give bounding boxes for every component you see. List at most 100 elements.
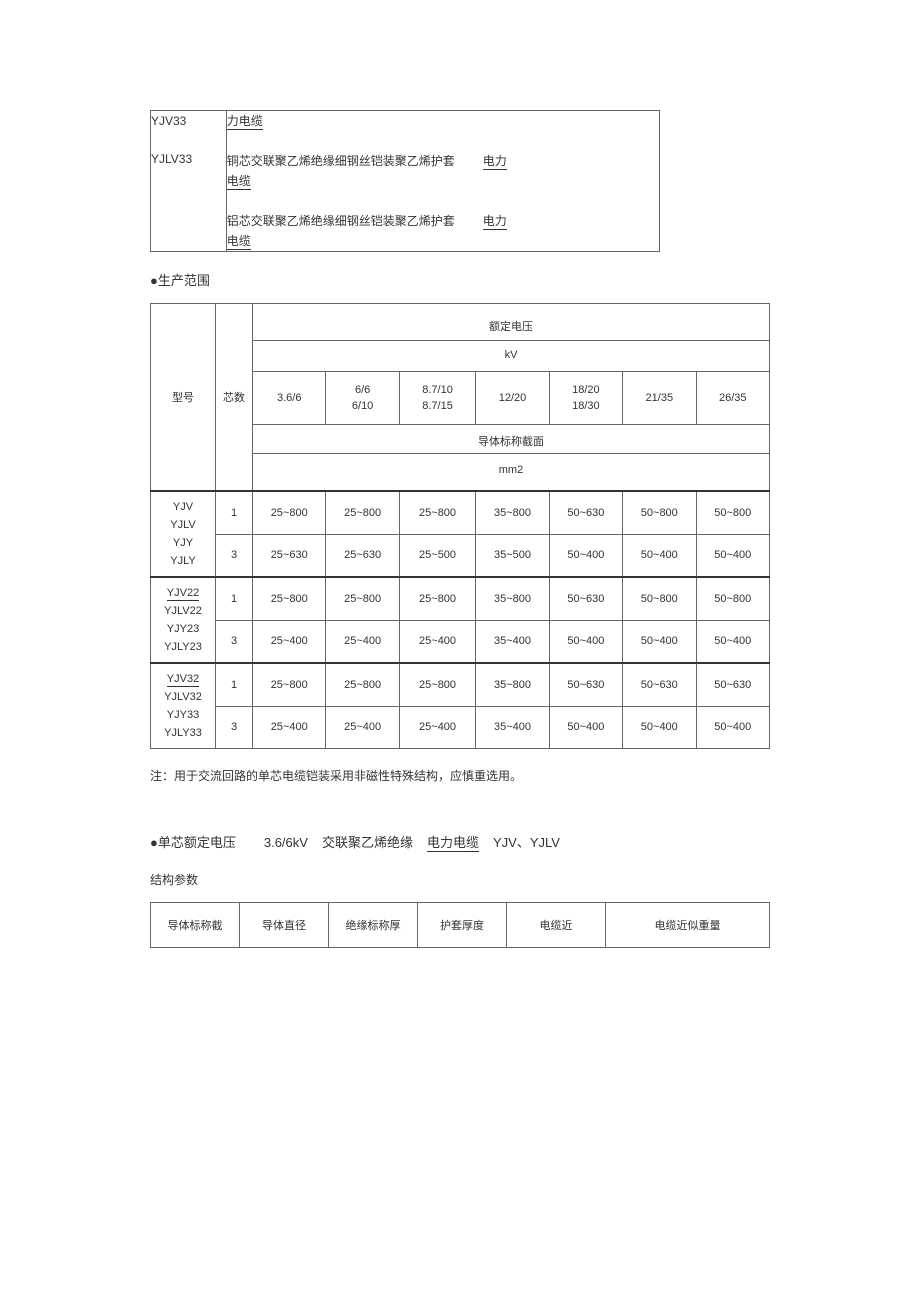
model-cell: YJV33 YJLV33 <box>151 111 227 252</box>
data-cell: 25~630 <box>326 534 399 577</box>
model-code: YJV33 <box>151 111 226 131</box>
desc-prefix: 铜芯交联聚乙烯绝缘细钢丝铠装聚乙烯护套 <box>227 154 455 168</box>
data-cell: 50~400 <box>623 620 696 663</box>
data-cell: 50~400 <box>696 706 770 748</box>
text: 3.6/6kV <box>264 835 308 850</box>
data-cell: 35~500 <box>476 534 549 577</box>
data-cell: 25~400 <box>399 620 475 663</box>
model-code: YJY33 <box>155 706 211 724</box>
link-text[interactable]: YJV32 <box>167 673 199 687</box>
data-cell: 25~400 <box>326 620 399 663</box>
data-cell: 25~800 <box>326 577 399 620</box>
col-header: 18/2018/30 <box>549 372 622 425</box>
data-cell: 50~800 <box>696 577 770 620</box>
link-text[interactable]: 电力 <box>483 154 507 170</box>
col-header: 电缆近似重量 <box>606 903 770 948</box>
data-cell: 35~800 <box>476 663 549 706</box>
col-header: 绝缘标称厚 <box>329 903 418 948</box>
model-code: YJV32 <box>155 670 211 688</box>
data-cell: 35~400 <box>476 706 549 748</box>
col-header: 26/35 <box>696 372 770 425</box>
data-cell: 25~800 <box>326 663 399 706</box>
model-cell: YJV32 YJLV32 YJY33 YJLY33 <box>151 663 216 749</box>
data-cell: 25~630 <box>253 534 326 577</box>
data-cell: 35~800 <box>476 577 549 620</box>
link-text[interactable]: YJV22 <box>167 587 199 601</box>
section-subheader: 结构参数 <box>150 871 770 888</box>
model-code: YJLV22 <box>155 602 211 620</box>
section-header: ●生产范围 <box>150 270 770 289</box>
col-header: 导体标称截 <box>151 903 240 948</box>
table-row: YJV32 YJLV32 YJY33 YJLY33 1 25~800 25~80… <box>151 663 770 706</box>
data-cell: 50~630 <box>549 577 622 620</box>
link-text[interactable]: 电力 <box>483 214 507 230</box>
data-cell: 25~400 <box>399 706 475 748</box>
text: ●单芯额定电压 <box>150 835 236 850</box>
model-code: YJLV32 <box>155 688 211 706</box>
text: 8.7/10 <box>422 384 453 396</box>
desc-line: 力电缆 <box>227 111 659 131</box>
core-cell: 1 <box>216 577 253 620</box>
desc-line: 铜芯交联聚乙烯绝缘细钢丝铠装聚乙烯护套 电力 电缆 <box>227 151 659 191</box>
col-header: 8.7/108.7/15 <box>399 372 475 425</box>
underlined-text: 电缆 <box>227 234 251 250</box>
section-header: ●单芯额定电压 3.6/6kV 交联聚乙烯绝缘电力电缆 YJV、YJLV <box>150 832 770 851</box>
data-cell: 25~800 <box>399 491 475 534</box>
col-header: 护套厚度 <box>418 903 507 948</box>
data-cell: 25~400 <box>253 620 326 663</box>
col-header: 电缆近 <box>507 903 606 948</box>
text: YJV、YJLV <box>493 835 560 850</box>
link-text[interactable]: 电力电缆 <box>427 835 479 852</box>
core-cell: 3 <box>216 706 253 748</box>
data-cell: 50~400 <box>623 706 696 748</box>
table-row: 型号 芯数 额定电压 <box>151 304 770 341</box>
data-cell: 50~630 <box>623 663 696 706</box>
underlined-text: 电缆 <box>227 174 251 190</box>
data-cell: 25~800 <box>253 577 326 620</box>
data-cell: 35~800 <box>476 491 549 534</box>
model-code: YJLY33 <box>155 724 211 742</box>
underlined-text: 力电缆 <box>227 114 263 130</box>
col-header: 12/20 <box>476 372 549 425</box>
model-cell: YJV YJLV YJY YJLY <box>151 491 216 577</box>
core-cell: 1 <box>216 491 253 534</box>
col-header: 3.6/6 <box>253 372 326 425</box>
core-cell: 1 <box>216 663 253 706</box>
desc-cell: 力电缆 铜芯交联聚乙烯绝缘细钢丝铠装聚乙烯护套电力 电缆 铝芯交联聚乙烯绝缘细钢… <box>226 111 659 252</box>
production-range-table: 型号 芯数 额定电压 kV 3.6/6 6/66/10 8.7/108.7/15… <box>150 303 770 749</box>
text: 交联聚乙烯绝缘 <box>322 835 413 850</box>
col-header-voltage: 额定电压 <box>253 304 770 341</box>
spacer <box>151 131 226 149</box>
data-cell: 25~800 <box>399 663 475 706</box>
data-cell: 50~800 <box>696 491 770 534</box>
col-header-kv: kV <box>253 341 770 372</box>
data-cell: 25~400 <box>253 706 326 748</box>
model-code: YJLY <box>155 552 211 570</box>
table-row: YJV YJLV YJY YJLY 1 25~800 25~800 25~800… <box>151 491 770 534</box>
data-cell: 25~800 <box>253 663 326 706</box>
model-code: YJLV33 <box>151 149 226 169</box>
col-header-mm: mm2 <box>253 454 770 492</box>
text: 18/20 <box>572 384 600 396</box>
data-cell: 50~400 <box>696 534 770 577</box>
data-cell: 25~800 <box>399 577 475 620</box>
data-cell: 35~400 <box>476 620 549 663</box>
data-cell: 50~800 <box>623 577 696 620</box>
data-cell: 25~500 <box>399 534 475 577</box>
model-code: YJV22 <box>155 584 211 602</box>
data-cell: 50~630 <box>549 491 622 534</box>
data-cell: 25~800 <box>326 491 399 534</box>
table-row: 3 25~400 25~400 25~400 35~400 50~400 50~… <box>151 706 770 748</box>
data-cell: 50~800 <box>623 491 696 534</box>
data-cell: 50~400 <box>696 620 770 663</box>
structure-params-table: 导体标称截 导体直径 绝缘标称厚 护套厚度 电缆近 电缆近似重量 <box>150 902 770 948</box>
desc-prefix: 铝芯交联聚乙烯绝缘细钢丝铠装聚乙烯护套 <box>227 214 455 228</box>
table-row: 3 25~400 25~400 25~400 35~400 50~400 50~… <box>151 620 770 663</box>
col-header-model: 型号 <box>151 304 216 492</box>
model-code: YJLY23 <box>155 638 211 656</box>
col-header-core: 芯数 <box>216 304 253 492</box>
model-code: YJY23 <box>155 620 211 638</box>
data-cell: 50~400 <box>549 534 622 577</box>
table-row: YJV22 YJLV22 YJY23 YJLY23 1 25~800 25~80… <box>151 577 770 620</box>
text: 6/10 <box>352 400 373 412</box>
